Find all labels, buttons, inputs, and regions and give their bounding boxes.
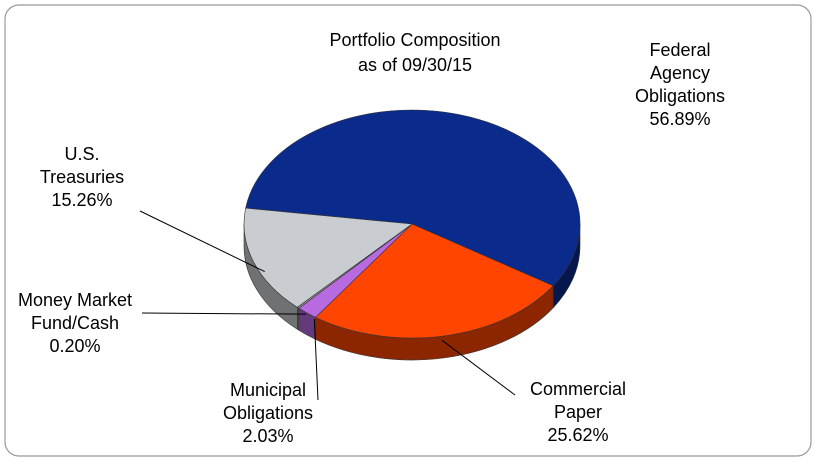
slice-label: Federal Agency Obligations (635, 40, 725, 106)
chart-title: Portfolio Composition (329, 30, 500, 50)
value-label: 25.62% (547, 425, 608, 445)
leader-line (139, 210, 265, 273)
value-label: 56.89% (649, 109, 710, 129)
value-label: 15.26% (51, 190, 112, 210)
slice-label: Money Market Fund/Cash (18, 290, 132, 333)
leader-line (313, 319, 319, 401)
value-label: 2.03% (242, 426, 293, 446)
slice-label: Municipal Obligations (223, 380, 313, 423)
slice (245, 109, 581, 287)
slice-label: U.S. Treasuries (40, 144, 124, 187)
value-label: 0.20% (49, 336, 100, 356)
chart-title: as of 09/30/15 (358, 55, 472, 75)
slice-label: Commercial Paper (530, 379, 626, 422)
leader-line (441, 339, 516, 396)
slice (243, 207, 413, 308)
leader-line (141, 312, 307, 315)
slice (315, 223, 554, 339)
